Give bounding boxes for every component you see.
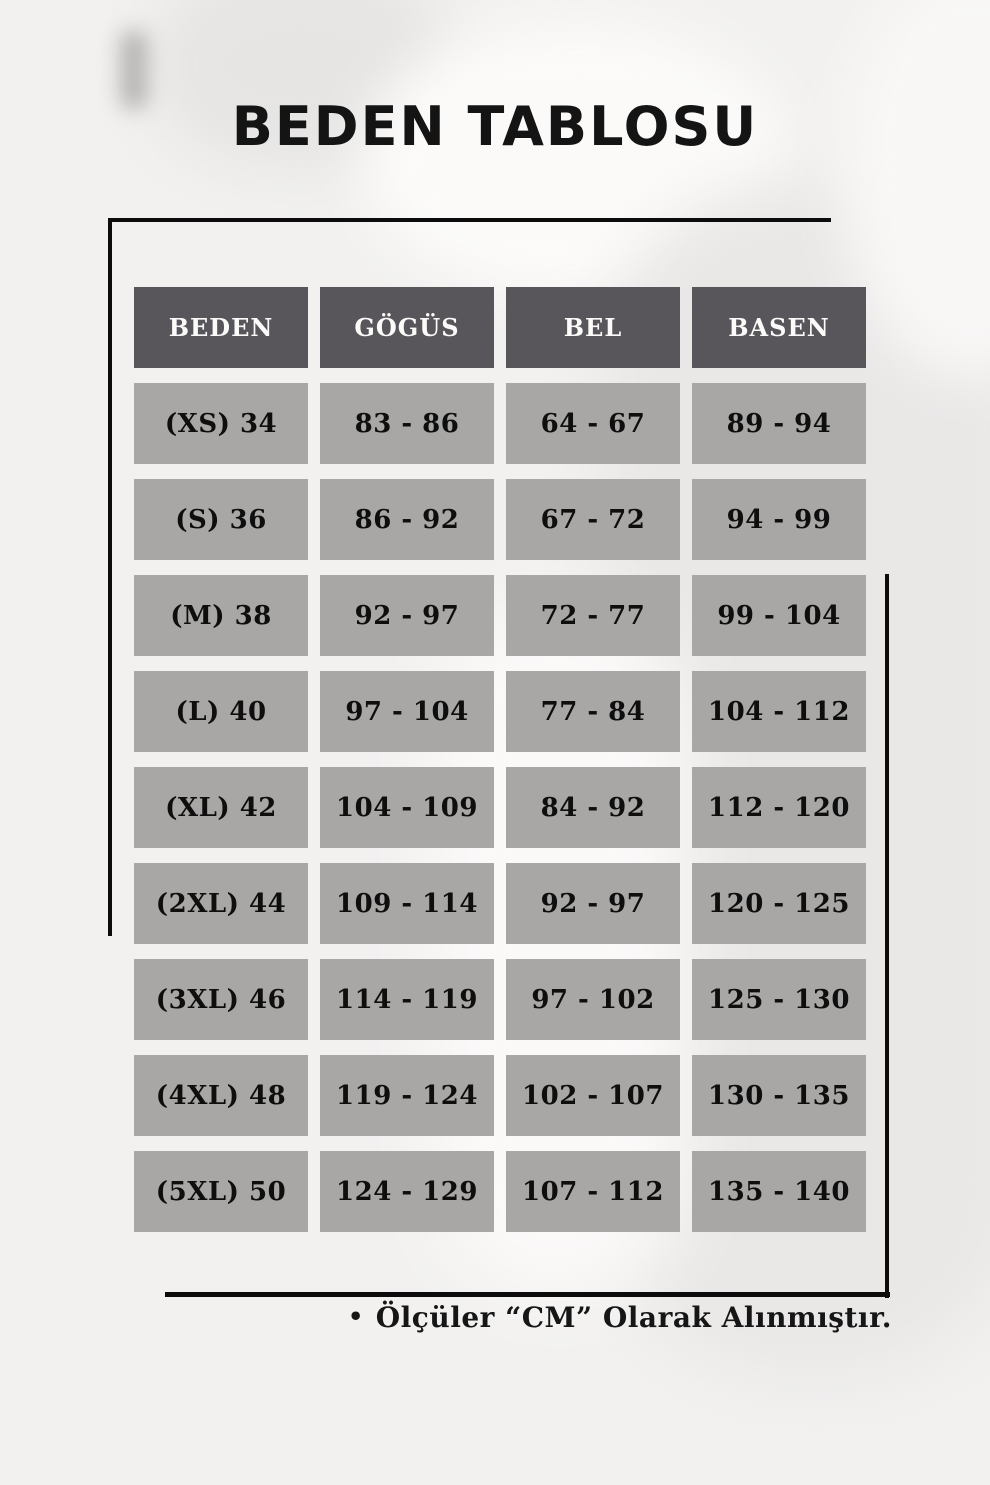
table-cell: (5XL) 50 bbox=[134, 1151, 308, 1232]
table-cell: 130 - 135 bbox=[692, 1055, 866, 1136]
table-cell: (4XL) 48 bbox=[134, 1055, 308, 1136]
table-cell: (L) 40 bbox=[134, 671, 308, 752]
table-cell: 112 - 120 bbox=[692, 767, 866, 848]
table-cell: 119 - 124 bbox=[320, 1055, 494, 1136]
header-cell: BEDEN bbox=[134, 287, 308, 368]
table-cell: (3XL) 46 bbox=[134, 959, 308, 1040]
table-cell: 97 - 102 bbox=[506, 959, 680, 1040]
table-cell: (M) 38 bbox=[134, 575, 308, 656]
table-cell: 92 - 97 bbox=[506, 863, 680, 944]
header-cell: BASEN bbox=[692, 287, 866, 368]
table-cell: 109 - 114 bbox=[320, 863, 494, 944]
frame-line-right bbox=[885, 574, 889, 1298]
table-cell: 77 - 84 bbox=[506, 671, 680, 752]
table-cell: 125 - 130 bbox=[692, 959, 866, 1040]
table-cell: 135 - 140 bbox=[692, 1151, 866, 1232]
table-cell: 67 - 72 bbox=[506, 479, 680, 560]
frame-line-bottom bbox=[165, 1292, 890, 1297]
page-title: BEDEN TABLOSU bbox=[231, 95, 759, 158]
table-cell: 86 - 92 bbox=[320, 479, 494, 560]
table-cell: (S) 36 bbox=[134, 479, 308, 560]
table-cell: 104 - 109 bbox=[320, 767, 494, 848]
table-cell: 124 - 129 bbox=[320, 1151, 494, 1232]
table-cell: 99 - 104 bbox=[692, 575, 866, 656]
table-cell: (XS) 34 bbox=[134, 383, 308, 464]
table-cell: 94 - 99 bbox=[692, 479, 866, 560]
table-cell: 83 - 86 bbox=[320, 383, 494, 464]
size-table: BEDEN GÖGÜS BEL BASEN (XS) 34 83 - 86 64 - 67 8… bbox=[134, 287, 866, 1232]
header-cell: BEL bbox=[506, 287, 680, 368]
footer-note: • Ölçüler “CM” Olarak Alınmıştır. bbox=[0, 1301, 892, 1334]
table-cell: 107 - 112 bbox=[506, 1151, 680, 1232]
table-cell: (2XL) 44 bbox=[134, 863, 308, 944]
table-cell: 102 - 107 bbox=[506, 1055, 680, 1136]
table-cell: 89 - 94 bbox=[692, 383, 866, 464]
table-cell: 72 - 77 bbox=[506, 575, 680, 656]
table-cell: 84 - 92 bbox=[506, 767, 680, 848]
table-cell: 104 - 112 bbox=[692, 671, 866, 752]
frame-line-left bbox=[108, 218, 112, 936]
header-cell: GÖGÜS bbox=[320, 287, 494, 368]
table-cell: (XL) 42 bbox=[134, 767, 308, 848]
footer-note-text: Ölçüler “CM” Olarak Alınmıştır. bbox=[375, 1301, 892, 1334]
background-silhouette-shape bbox=[360, 20, 790, 300]
frame-line-top bbox=[111, 218, 831, 222]
table-cell: 64 - 67 bbox=[506, 383, 680, 464]
table-cell: 97 - 104 bbox=[320, 671, 494, 752]
table-cell: 92 - 97 bbox=[320, 575, 494, 656]
table-cell: 114 - 119 bbox=[320, 959, 494, 1040]
bullet-icon: • bbox=[347, 1302, 364, 1331]
table-cell: 120 - 125 bbox=[692, 863, 866, 944]
